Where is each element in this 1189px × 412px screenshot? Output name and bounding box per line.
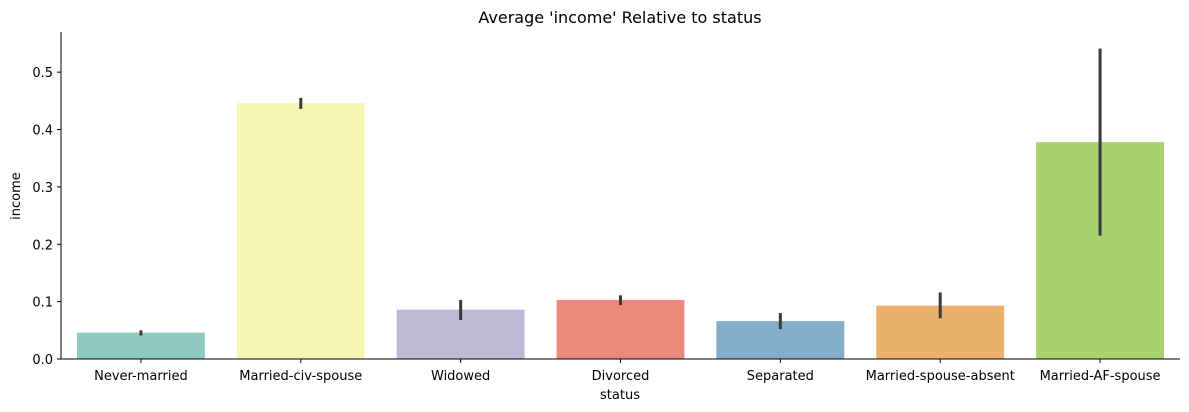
x-tick-label: Married-spouse-absent: [866, 369, 1015, 384]
y-ticks: 0.0 0.1 0.2 0.3 0.4 0.5: [32, 66, 61, 368]
bars-layer: [76, 103, 1165, 359]
x-ticks: Never-married Married-civ-spouse Widowed Di…: [94, 359, 1161, 384]
error-bars-layer: [139, 48, 1102, 336]
y-tick-label: 0.3: [32, 181, 53, 196]
y-tick-label: 0.4: [32, 124, 53, 139]
x-tick-label: Separated: [747, 369, 814, 384]
bar-never-married: [76, 332, 205, 359]
y-tick-label: 0.1: [32, 296, 53, 311]
x-tick-label: Married-AF-spouse: [1040, 369, 1161, 384]
x-tick-label: Widowed: [431, 369, 490, 384]
y-tick-label: 0.5: [32, 66, 53, 81]
x-tick-label: Never-married: [94, 369, 188, 384]
x-tick-label: Married-civ-spouse: [239, 369, 362, 384]
bar-married-civ-spouse: [236, 103, 365, 359]
chart-title: Average 'income' Relative to status: [478, 8, 761, 27]
y-tick-label: 0.2: [32, 238, 53, 253]
x-tick-label: Divorced: [592, 369, 650, 384]
y-tick-label: 0.0: [32, 353, 53, 368]
y-axis-title: income: [9, 172, 24, 220]
x-axis-title: status: [600, 388, 640, 403]
bar-divorced: [556, 299, 685, 359]
